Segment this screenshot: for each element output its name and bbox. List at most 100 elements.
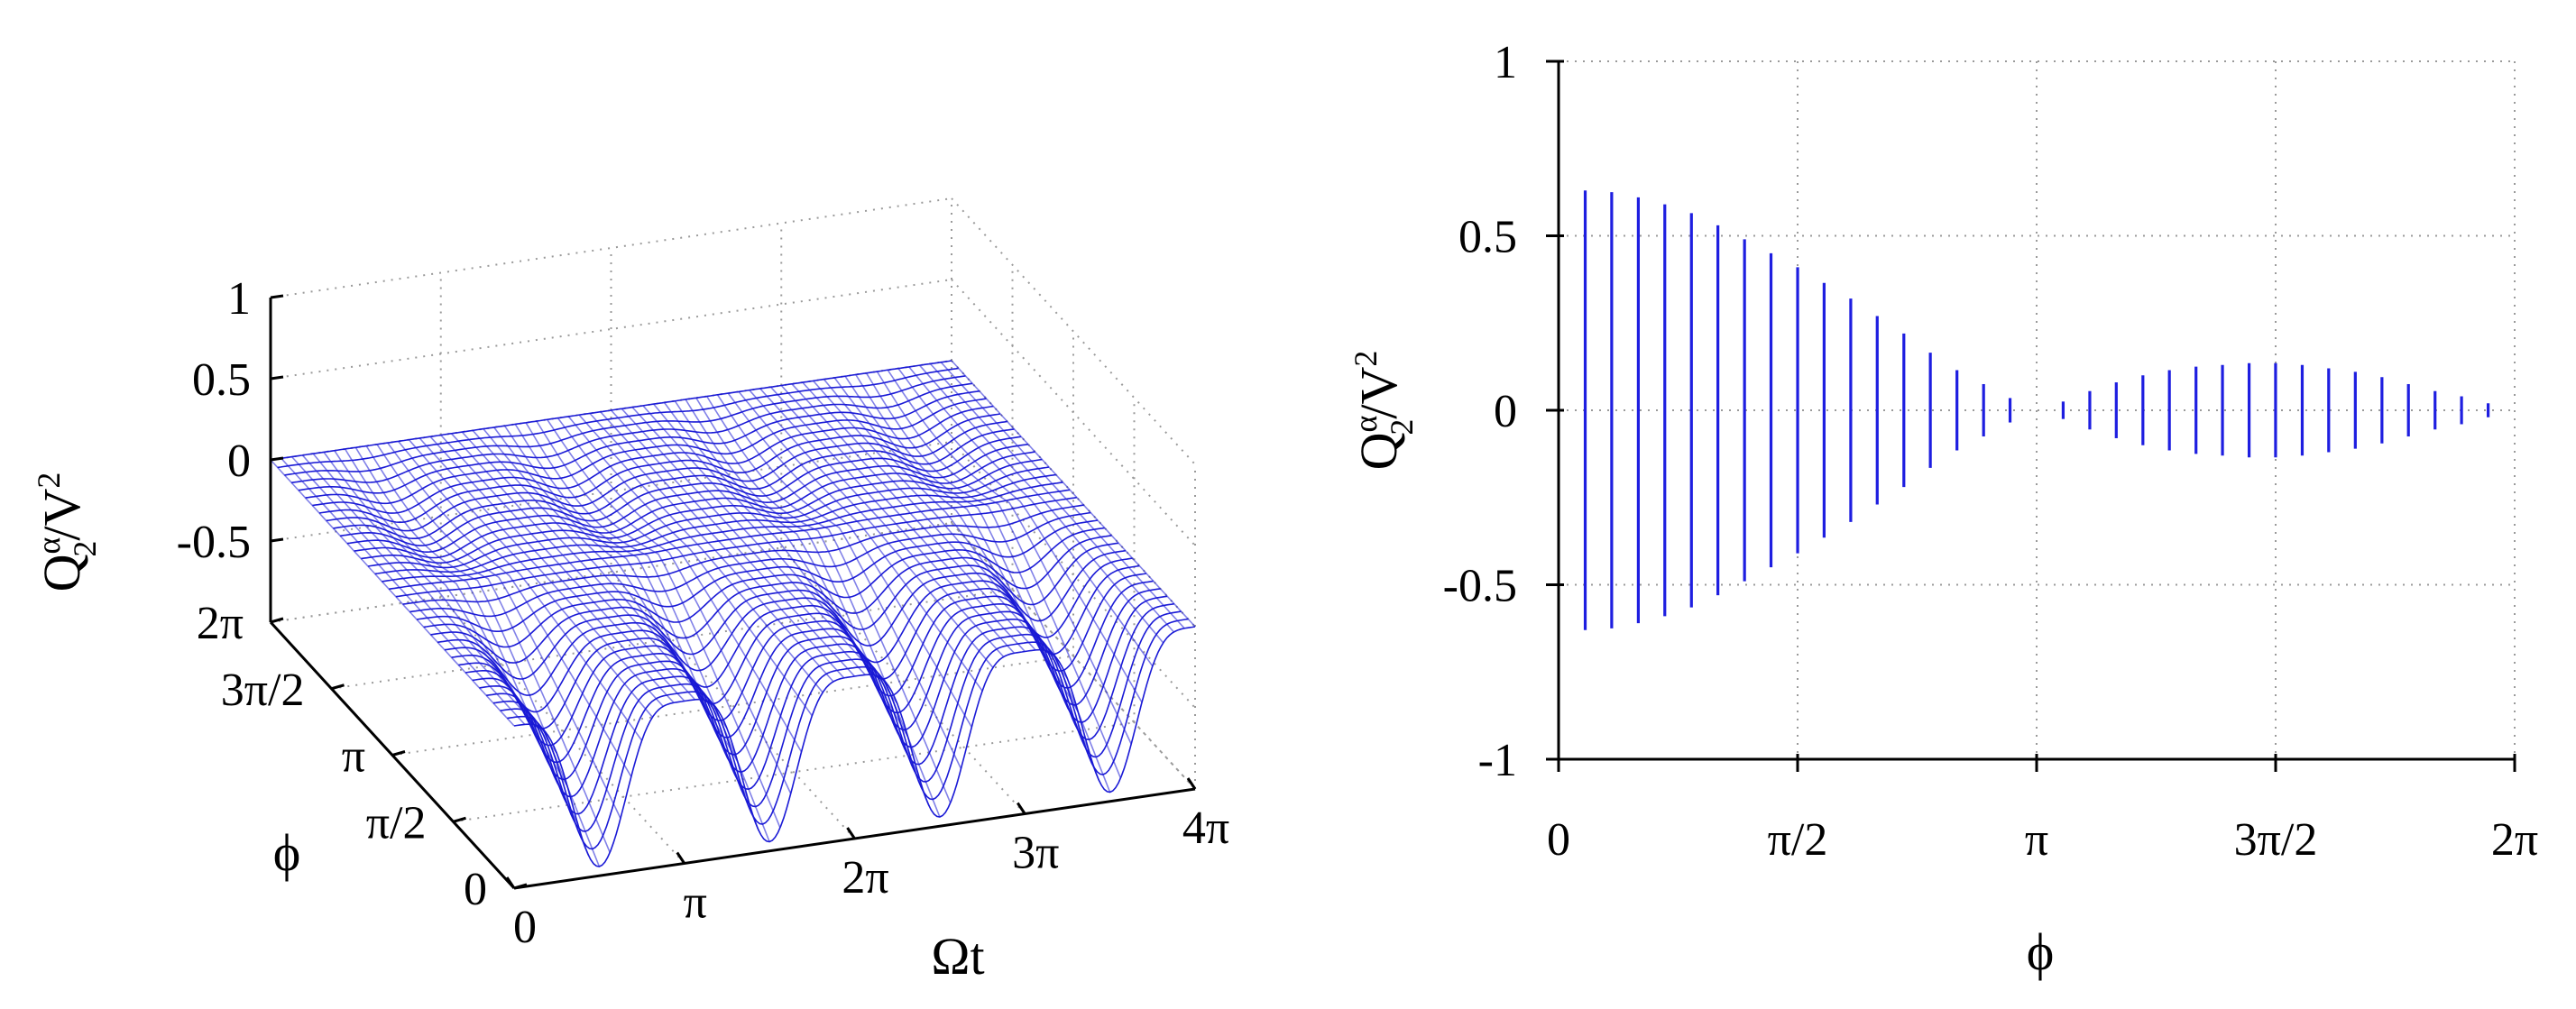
svg-text:Qα2/V2: Qα2/V2	[1348, 351, 1420, 471]
z-tick-label: 0.5	[192, 354, 251, 406]
surface-cross-curve	[589, 412, 834, 683]
surface-cross-curve	[865, 372, 1111, 793]
y-tick	[391, 750, 406, 757]
surface-y-axis-label: ϕ	[273, 823, 301, 882]
surface-cross-curve	[354, 446, 601, 867]
surface-axes	[269, 294, 1197, 890]
z-tick	[270, 294, 284, 299]
surface-cross-curve	[397, 440, 643, 741]
grid-line	[270, 197, 952, 298]
bar-series	[1583, 190, 2490, 630]
surface-cross-curve	[674, 400, 920, 775]
y-tick	[331, 683, 345, 691]
surface-cross-curve	[291, 456, 537, 726]
x-tick	[846, 827, 856, 839]
x-tick	[505, 876, 516, 889]
bar-axes	[1546, 60, 2516, 772]
surface-cross-curve	[323, 451, 568, 787]
y-tick-label: 0	[1494, 386, 1517, 437]
y-tick-label: 0.5	[1458, 212, 1517, 263]
x-tick-label: 2π	[842, 852, 888, 904]
surface-cross-curve	[334, 450, 579, 825]
surface-cross-curve	[493, 427, 739, 762]
surface-cross-curve	[642, 405, 888, 684]
y-tick	[270, 617, 284, 624]
surface-cross-curve	[759, 388, 1005, 657]
surface-cross-curve	[301, 454, 547, 734]
surface-cross-curve	[749, 390, 994, 668]
surface-cross-curve	[270, 459, 515, 727]
surface-cross-curve	[716, 394, 962, 769]
x-tick-label: 4π	[1182, 803, 1229, 854]
z-tick	[270, 375, 284, 381]
y-tick-label: -0.5	[1443, 561, 1517, 612]
x-tick-label: 0	[1547, 814, 1570, 866]
surface-cross-curve	[663, 401, 909, 738]
x-tick	[1186, 777, 1197, 790]
x-tick	[676, 851, 685, 865]
x-tick-label: 2π	[2491, 814, 2538, 866]
surface-x-axis-label: Ωt	[931, 927, 984, 986]
y-tick-label: 1	[1494, 37, 1517, 88]
z-tick-label: 1	[227, 273, 251, 325]
surface-cross-curve	[365, 445, 611, 853]
bar-y-axis-label: Qα2/V2	[1348, 351, 1420, 471]
surface-cross-curve	[450, 433, 696, 701]
x-tick-label: 3π	[1012, 828, 1059, 879]
surface-cross-curve	[780, 384, 1026, 653]
surface-cross-curve	[472, 429, 717, 709]
bar-gridlines	[1558, 60, 2516, 760]
surface-cross-curve	[503, 425, 750, 801]
surface-cross-curve	[461, 431, 706, 702]
surface-cross-curve	[706, 396, 952, 803]
surface-cross-curve	[695, 397, 941, 818]
x-tick-label: 3π/2	[2234, 814, 2318, 866]
surface-cross-curve	[802, 381, 1047, 652]
x-tick-label: π	[684, 877, 707, 929]
surface-cross-curve	[769, 386, 1016, 654]
y-tick	[513, 883, 528, 890]
grid-line	[270, 279, 952, 380]
surface-z-axis-label: Qα2/V2	[31, 472, 103, 592]
surface-cross-curve	[578, 414, 823, 693]
surface-cross-curve	[429, 436, 675, 703]
surface-cross-curve	[621, 408, 866, 675]
surface-cross-curve	[833, 377, 1079, 712]
surface-cross-curve	[631, 407, 877, 676]
grid-line	[951, 197, 1196, 465]
surface-cross-curve	[738, 390, 983, 692]
surface-cross-curve	[813, 380, 1058, 659]
grid-line	[270, 522, 952, 623]
bar-x-axis-label: ϕ	[2027, 922, 2055, 981]
surface-cross-curve	[908, 366, 1154, 667]
surface-cross-curve	[897, 368, 1143, 703]
y-tick-label: 2π	[197, 598, 244, 649]
y-tick	[453, 816, 466, 823]
surface-cross-curve	[525, 422, 770, 842]
surface-cross-curve	[440, 434, 685, 702]
surface-curve	[507, 618, 1189, 850]
z-tick	[270, 456, 284, 462]
surface-cross-curve	[727, 392, 972, 728]
x-tick-label: 0	[513, 902, 537, 953]
surface-cross-curve	[419, 437, 664, 707]
surface-cross-curve	[281, 457, 526, 725]
surface-wireframe	[270, 360, 1196, 867]
x-tick-label: π	[2025, 814, 2048, 866]
surface-cross-curve	[344, 448, 590, 857]
grid-line	[391, 655, 1074, 757]
surface-cross-curve	[855, 374, 1100, 782]
surface-cross-curve	[610, 409, 856, 677]
surface-cross-curve	[951, 360, 1196, 628]
y-tick-label: π	[342, 731, 365, 783]
surface-cross-curve	[557, 417, 803, 753]
svg-text:Qα2/V2: Qα2/V2	[31, 472, 103, 592]
surface-cross-curve	[940, 362, 1185, 629]
y-tick-label: 0	[464, 864, 487, 915]
grid-line	[331, 588, 1013, 690]
surface-cross-curve	[685, 399, 930, 807]
y-tick-label: -1	[1478, 735, 1517, 786]
